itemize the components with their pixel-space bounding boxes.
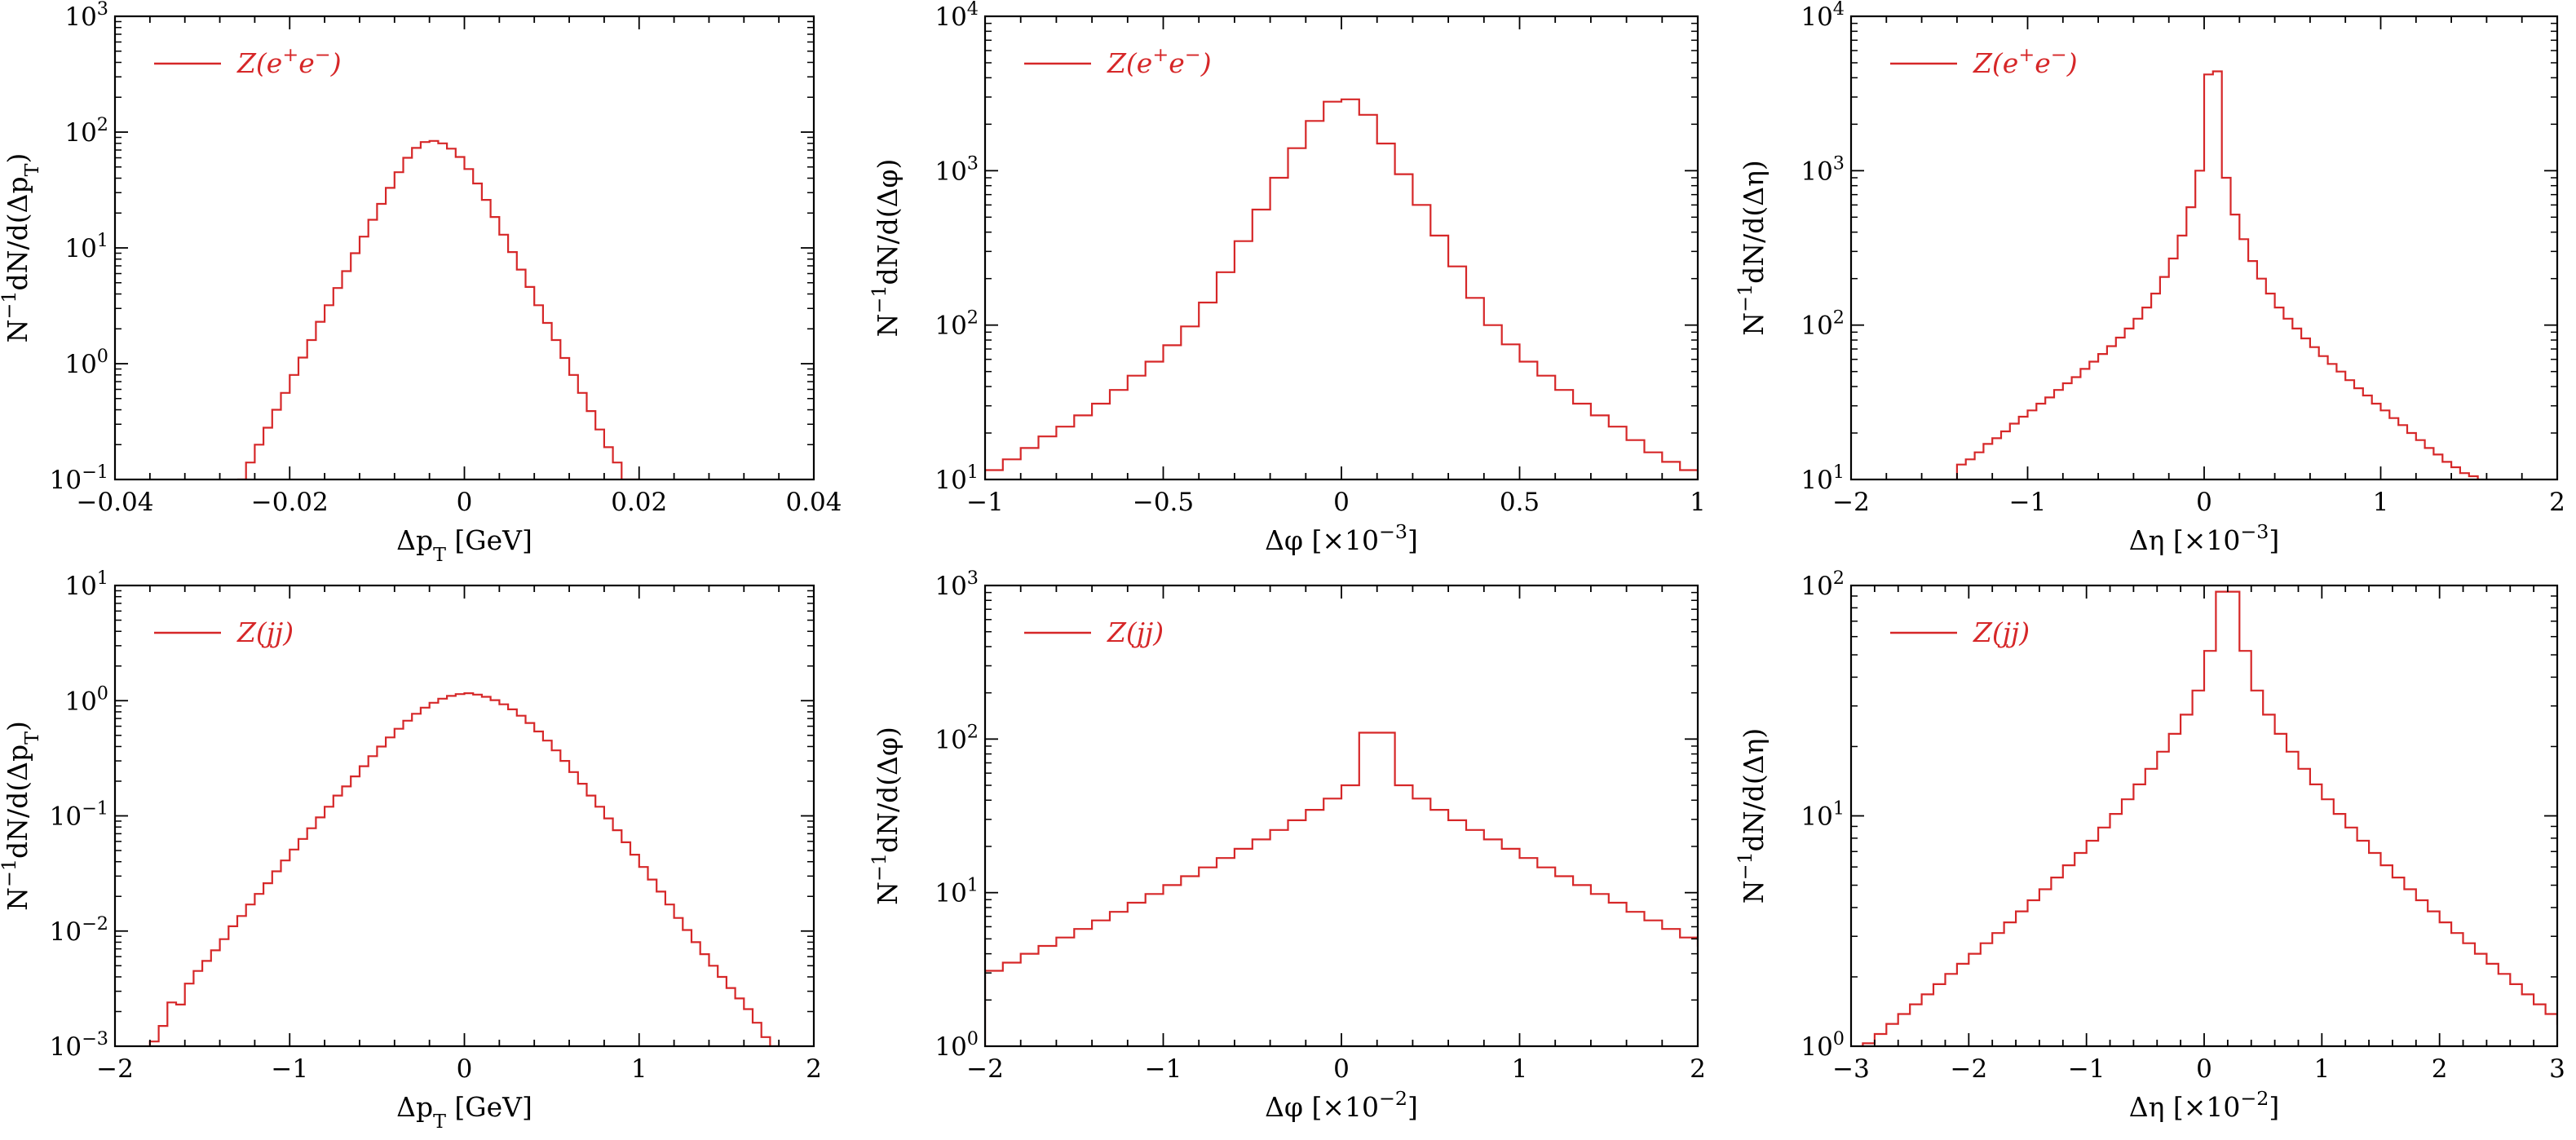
y-tick-label: 103 [935,568,979,601]
x-tick-label: 2 [2549,488,2565,517]
x-tick-label: 0 [457,488,473,517]
x-tick-label: −1 [2068,1054,2105,1084]
x-tick-label: 2 [1690,1054,1706,1084]
x-tick-label: −3 [1832,1054,1870,1084]
y-tick-label: 101 [64,568,108,601]
y-tick-label: 10−1 [50,798,108,832]
y-tick-label: 101 [1801,462,1845,495]
panel-3: −2 −1 0 1 2 101 102 103 104 Δη [×10−3] N−1dN/d(Δη)… [1734,0,2565,556]
y-tick-label: 100 [1801,1028,1845,1062]
y-tick-label: 10−1 [50,462,108,495]
x-tick-label: −1 [966,488,1004,517]
histogram-series [148,692,780,1046]
x-tick-label: −2 [96,1054,134,1084]
x-tick-label: 2 [2432,1054,2448,1084]
panel-6: −3 −2 −1 0 1 2 3 100 101 102 Δη [×10−2] N−1dN/d(Δη)… [1734,568,2565,1123]
y-tick-label: 102 [935,721,979,754]
x-tick-label: 0 [1333,488,1350,517]
x-axis-label: Δη [×10−3] [2129,520,2280,556]
y-tick-label: 103 [935,152,979,186]
y-tick-label: 102 [1801,307,1845,341]
legend-label: Z(e+e−) [236,43,342,79]
panel-5: −2 −1 0 1 2 100 101 102 103 Δφ [×10−2] N−1dN/d(Δφ)… [868,568,1706,1123]
legend-label: Z(e+e−) [1973,43,2078,79]
x-tick-label: 1 [631,1054,647,1084]
plot-frame [983,584,1699,1048]
y-tick-label: 102 [1801,568,1845,601]
x-tick-label: 0 [457,1054,473,1084]
histogram-series [985,731,1698,1046]
y-tick-label: 104 [1801,0,1845,32]
y-axis-label: N−1dN/d(Δφ) [868,727,904,905]
y-tick-label: 102 [935,307,979,341]
x-axis-label: Δφ [×10−3] [1265,520,1418,556]
y-tick-label: 101 [1801,798,1845,832]
y-tick-label: 100 [64,683,108,716]
x-tick-label: −0.02 [251,488,329,517]
y-tick-label: 10−3 [50,1028,108,1062]
x-axis-label: ΔpT [GeV] [396,524,532,566]
y-tick-label: 101 [935,462,979,495]
legend-label: Z(jj) [236,616,294,648]
y-axis-label: N−1dN/d(Δη) [1734,728,1770,904]
x-axis-label: ΔpT [GeV] [396,1091,532,1133]
x-axis-label: Δφ [×10−2] [1265,1087,1418,1123]
histogram-series [237,139,639,479]
x-tick-label: −2 [1832,488,1870,517]
y-axis-label: N−1dN/d(ΔpT) [0,721,43,911]
y-tick-label: 100 [64,346,108,379]
y-axis-label: N−1dN/d(ΔpT) [0,153,43,343]
x-tick-label: 1 [2373,488,2389,517]
x-tick-label: 2 [806,1054,822,1084]
histogram-series [985,98,1698,479]
panel-2: −1 −0.5 0 0.5 1 101 102 103 104 Δφ [×10−3] N−1dN/d… [868,0,1706,556]
plot-frame [113,15,815,481]
x-tick-label: 0.5 [1500,488,1540,517]
x-tick-label: −0.04 [77,488,154,517]
x-tick-label: −1 [2009,488,2047,517]
legend-label: Z(jj) [1107,616,1164,648]
x-tick-label: 3 [2549,1054,2565,1084]
y-tick-label: 100 [935,1028,979,1062]
y-tick-label: 10−2 [50,913,108,947]
x-tick-label: −1 [1145,1054,1182,1084]
y-tick-label: 103 [64,0,108,32]
x-tick-label: 1 [1690,488,1706,517]
y-tick-label: 102 [64,114,108,148]
panel-4: −2 −1 0 1 2 10−3 10−2 10−1 100 101 ΔpT [GeV] N−1dN/… [0,568,822,1133]
plot-frame [113,584,815,1048]
legend-label: Z(e+e−) [1107,43,1212,79]
x-tick-label: 0 [2196,1054,2212,1084]
histogram-series [1955,70,2479,479]
x-tick-label: 1 [1512,1054,1528,1084]
y-tick-label: 104 [935,0,979,32]
y-tick-label: 101 [935,875,979,908]
x-tick-label: −2 [966,1054,1004,1084]
legend-label: Z(jj) [1973,616,2030,648]
y-tick-label: 103 [1801,152,1845,186]
x-tick-label: −0.5 [1133,488,1194,517]
x-tick-label: 0.04 [785,488,842,517]
x-tick-label: 1 [2313,1054,2330,1084]
x-tick-label: −2 [1950,1054,1987,1084]
x-tick-label: −1 [271,1054,308,1084]
x-tick-label: 0 [2196,488,2212,517]
y-axis-label: N−1dN/d(Δη) [1734,160,1770,335]
histogram-series [1862,590,2557,1046]
y-axis-label: N−1dN/d(Δφ) [868,159,904,338]
x-tick-label: 0 [1333,1054,1350,1084]
y-tick-label: 101 [64,230,108,263]
panel-1: −0.04 −0.02 0 0.02 0.04 10−1 100 101 102 103 ΔpT [… [0,0,842,566]
x-axis-label: Δη [×10−2] [2129,1087,2280,1123]
x-tick-label: 0.02 [611,488,667,517]
